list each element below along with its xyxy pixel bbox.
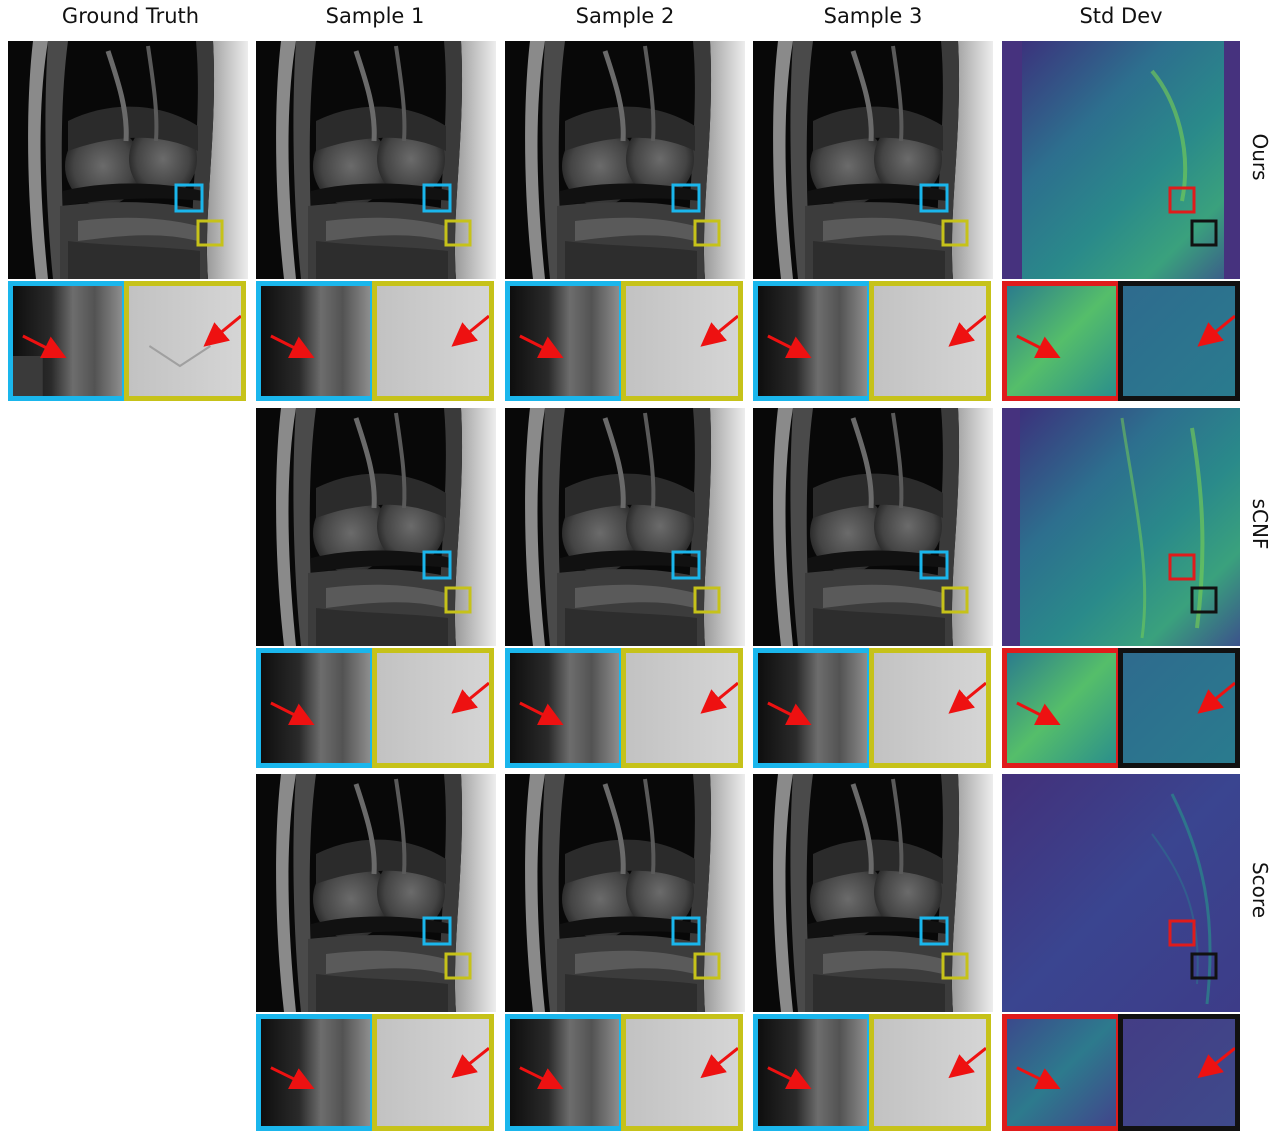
header-sample-3: Sample 3 bbox=[823, 4, 923, 28]
crop-yellow-ours-s3 bbox=[869, 281, 991, 401]
mri-scnf-sample-2 bbox=[505, 408, 745, 646]
crop-black-score-std bbox=[1118, 1014, 1240, 1131]
mri-score-sample-1 bbox=[256, 774, 496, 1012]
mri-ours-sample-3 bbox=[753, 41, 993, 279]
crop-blue-scnf-s2 bbox=[505, 648, 624, 768]
crop-blue-ground-truth bbox=[8, 281, 127, 401]
crop-yellow-scnf-s1 bbox=[372, 648, 494, 768]
mri-ours-sample-1 bbox=[256, 41, 496, 279]
header-ground-truth: Ground Truth bbox=[61, 4, 200, 28]
crop-black-scnf-std bbox=[1118, 648, 1240, 768]
std-dev-scnf bbox=[1002, 408, 1240, 646]
row-label-scnf: sCNF bbox=[1248, 498, 1272, 550]
crop-red-scnf-std bbox=[1002, 648, 1121, 768]
crop-blue-scnf-s3 bbox=[753, 648, 872, 768]
crop-blue-ours-s1 bbox=[256, 281, 375, 401]
std-dev-ours bbox=[1002, 41, 1240, 279]
crop-red-ours-std bbox=[1002, 281, 1121, 401]
crop-black-ours-std bbox=[1118, 281, 1240, 401]
crop-blue-score-s1 bbox=[256, 1014, 375, 1131]
crop-blue-scnf-s1 bbox=[256, 648, 375, 768]
crop-yellow-scnf-s3 bbox=[869, 648, 991, 768]
crop-yellow-scnf-s2 bbox=[621, 648, 743, 768]
mri-scnf-sample-1 bbox=[256, 408, 496, 646]
mri-scnf-sample-3 bbox=[753, 408, 993, 646]
mri-ground-truth bbox=[8, 41, 248, 279]
header-std-dev: Std Dev bbox=[1079, 4, 1163, 28]
row-label-score: Score bbox=[1248, 861, 1272, 918]
crop-blue-score-s2 bbox=[505, 1014, 624, 1131]
crop-blue-ours-s2 bbox=[505, 281, 624, 401]
crop-yellow-ground-truth bbox=[124, 281, 246, 401]
header-sample-2: Sample 2 bbox=[575, 4, 675, 28]
mri-score-sample-3 bbox=[753, 774, 993, 1012]
crop-yellow-ours-s2 bbox=[621, 281, 743, 401]
crop-yellow-ours-s1 bbox=[372, 281, 494, 401]
mri-ours-sample-2 bbox=[505, 41, 745, 279]
crop-blue-ours-s3 bbox=[753, 281, 872, 401]
std-dev-score bbox=[1002, 774, 1240, 1012]
crop-red-score-std bbox=[1002, 1014, 1121, 1131]
crop-yellow-score-s3 bbox=[869, 1014, 991, 1131]
header-sample-1: Sample 1 bbox=[325, 4, 425, 28]
row-label-ours: Ours bbox=[1248, 133, 1272, 181]
mri-score-sample-2 bbox=[505, 774, 745, 1012]
crop-yellow-score-s2 bbox=[621, 1014, 743, 1131]
crop-yellow-score-s1 bbox=[372, 1014, 494, 1131]
crop-blue-score-s3 bbox=[753, 1014, 872, 1131]
